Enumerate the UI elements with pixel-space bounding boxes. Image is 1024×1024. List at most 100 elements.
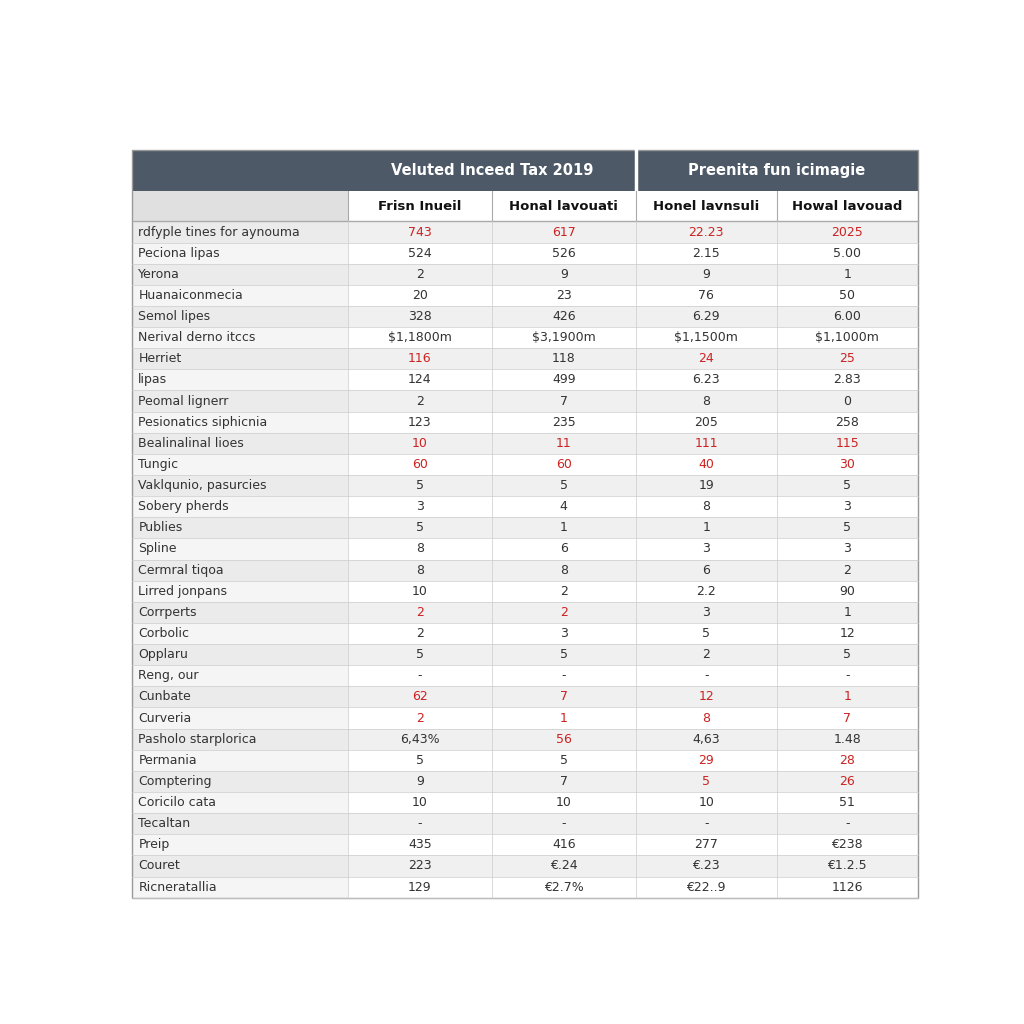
Text: Lirred jonpans: Lirred jonpans [138, 585, 227, 598]
Text: 7: 7 [560, 775, 567, 787]
FancyBboxPatch shape [348, 559, 918, 581]
FancyBboxPatch shape [348, 412, 918, 433]
Text: Pasholo starplorica: Pasholo starplorica [138, 732, 257, 745]
Text: Cunbate: Cunbate [138, 690, 191, 703]
FancyBboxPatch shape [348, 191, 492, 221]
FancyBboxPatch shape [348, 855, 918, 877]
Text: 12: 12 [698, 690, 714, 703]
FancyBboxPatch shape [132, 644, 348, 666]
Text: Yerona: Yerona [138, 267, 180, 281]
FancyBboxPatch shape [132, 264, 348, 285]
Text: 1.48: 1.48 [834, 732, 861, 745]
Text: 2: 2 [416, 606, 424, 618]
Text: 2: 2 [560, 606, 567, 618]
Text: 2: 2 [560, 585, 567, 598]
FancyBboxPatch shape [492, 191, 636, 221]
FancyBboxPatch shape [348, 243, 918, 264]
Text: 50: 50 [840, 289, 855, 302]
Text: 3: 3 [702, 543, 711, 555]
Text: 25: 25 [840, 352, 855, 366]
Text: 40: 40 [698, 458, 714, 471]
Text: 129: 129 [409, 881, 432, 894]
FancyBboxPatch shape [348, 151, 636, 191]
FancyBboxPatch shape [132, 813, 348, 835]
Text: 2025: 2025 [831, 225, 863, 239]
Text: 5: 5 [702, 627, 711, 640]
Text: 435: 435 [408, 839, 432, 851]
FancyBboxPatch shape [132, 191, 348, 221]
Text: Corrperts: Corrperts [138, 606, 197, 618]
Text: Spline: Spline [138, 543, 177, 555]
Text: Ricneratallia: Ricneratallia [138, 881, 217, 894]
Text: Sobery pherds: Sobery pherds [138, 500, 229, 513]
Text: -: - [561, 817, 566, 830]
Text: 62: 62 [412, 690, 428, 703]
FancyBboxPatch shape [132, 539, 348, 559]
Text: Pesionatics siphicnia: Pesionatics siphicnia [138, 416, 267, 429]
FancyBboxPatch shape [777, 191, 918, 221]
Text: 11: 11 [556, 437, 571, 450]
FancyBboxPatch shape [348, 877, 918, 898]
Text: €238: €238 [831, 839, 863, 851]
Text: $3,1900m: $3,1900m [531, 331, 596, 344]
Text: 6: 6 [560, 543, 567, 555]
Text: Comptering: Comptering [138, 775, 212, 787]
Text: 258: 258 [836, 416, 859, 429]
FancyBboxPatch shape [636, 151, 918, 191]
Text: Tecaltan: Tecaltan [138, 817, 190, 830]
Text: 223: 223 [409, 859, 432, 872]
Text: 28: 28 [840, 754, 855, 767]
Text: $1,1000m: $1,1000m [815, 331, 880, 344]
Text: 10: 10 [412, 585, 428, 598]
Text: Herriet: Herriet [138, 352, 181, 366]
Text: 6,43%: 6,43% [400, 732, 439, 745]
FancyBboxPatch shape [348, 348, 918, 370]
Text: Honal lavouati: Honal lavouati [509, 200, 618, 213]
Text: 76: 76 [698, 289, 714, 302]
Text: 6: 6 [702, 563, 711, 577]
Text: lipas: lipas [138, 374, 168, 386]
Text: 1: 1 [560, 712, 567, 725]
Text: 3: 3 [844, 500, 851, 513]
Text: 5: 5 [702, 775, 711, 787]
Text: 8: 8 [702, 394, 711, 408]
FancyBboxPatch shape [348, 497, 918, 517]
Text: Permania: Permania [138, 754, 197, 767]
FancyBboxPatch shape [132, 559, 348, 581]
Text: Frisn Inueil: Frisn Inueil [378, 200, 462, 213]
Text: 2: 2 [416, 394, 424, 408]
Text: 1126: 1126 [831, 881, 863, 894]
FancyBboxPatch shape [348, 581, 918, 602]
FancyBboxPatch shape [132, 855, 348, 877]
Text: 1: 1 [844, 267, 851, 281]
FancyBboxPatch shape [348, 306, 918, 327]
Text: 30: 30 [840, 458, 855, 471]
FancyBboxPatch shape [132, 306, 348, 327]
Text: 19: 19 [698, 479, 714, 493]
Text: 3: 3 [702, 606, 711, 618]
FancyBboxPatch shape [132, 877, 348, 898]
FancyBboxPatch shape [132, 412, 348, 433]
Text: 617: 617 [552, 225, 575, 239]
FancyBboxPatch shape [132, 666, 348, 686]
Text: 8: 8 [702, 500, 711, 513]
FancyBboxPatch shape [132, 221, 348, 243]
Text: 5: 5 [416, 479, 424, 493]
FancyBboxPatch shape [132, 623, 348, 644]
FancyBboxPatch shape [348, 835, 918, 855]
Text: 123: 123 [409, 416, 432, 429]
FancyBboxPatch shape [348, 433, 918, 454]
Text: Opplaru: Opplaru [138, 648, 188, 662]
Text: 51: 51 [840, 796, 855, 809]
FancyBboxPatch shape [348, 285, 918, 306]
FancyBboxPatch shape [132, 750, 348, 771]
FancyBboxPatch shape [132, 370, 348, 390]
FancyBboxPatch shape [348, 792, 918, 813]
Text: 5: 5 [844, 648, 851, 662]
Text: 416: 416 [552, 839, 575, 851]
Text: 60: 60 [412, 458, 428, 471]
Text: 111: 111 [694, 437, 718, 450]
FancyBboxPatch shape [132, 285, 348, 306]
FancyBboxPatch shape [348, 623, 918, 644]
FancyBboxPatch shape [348, 327, 918, 348]
